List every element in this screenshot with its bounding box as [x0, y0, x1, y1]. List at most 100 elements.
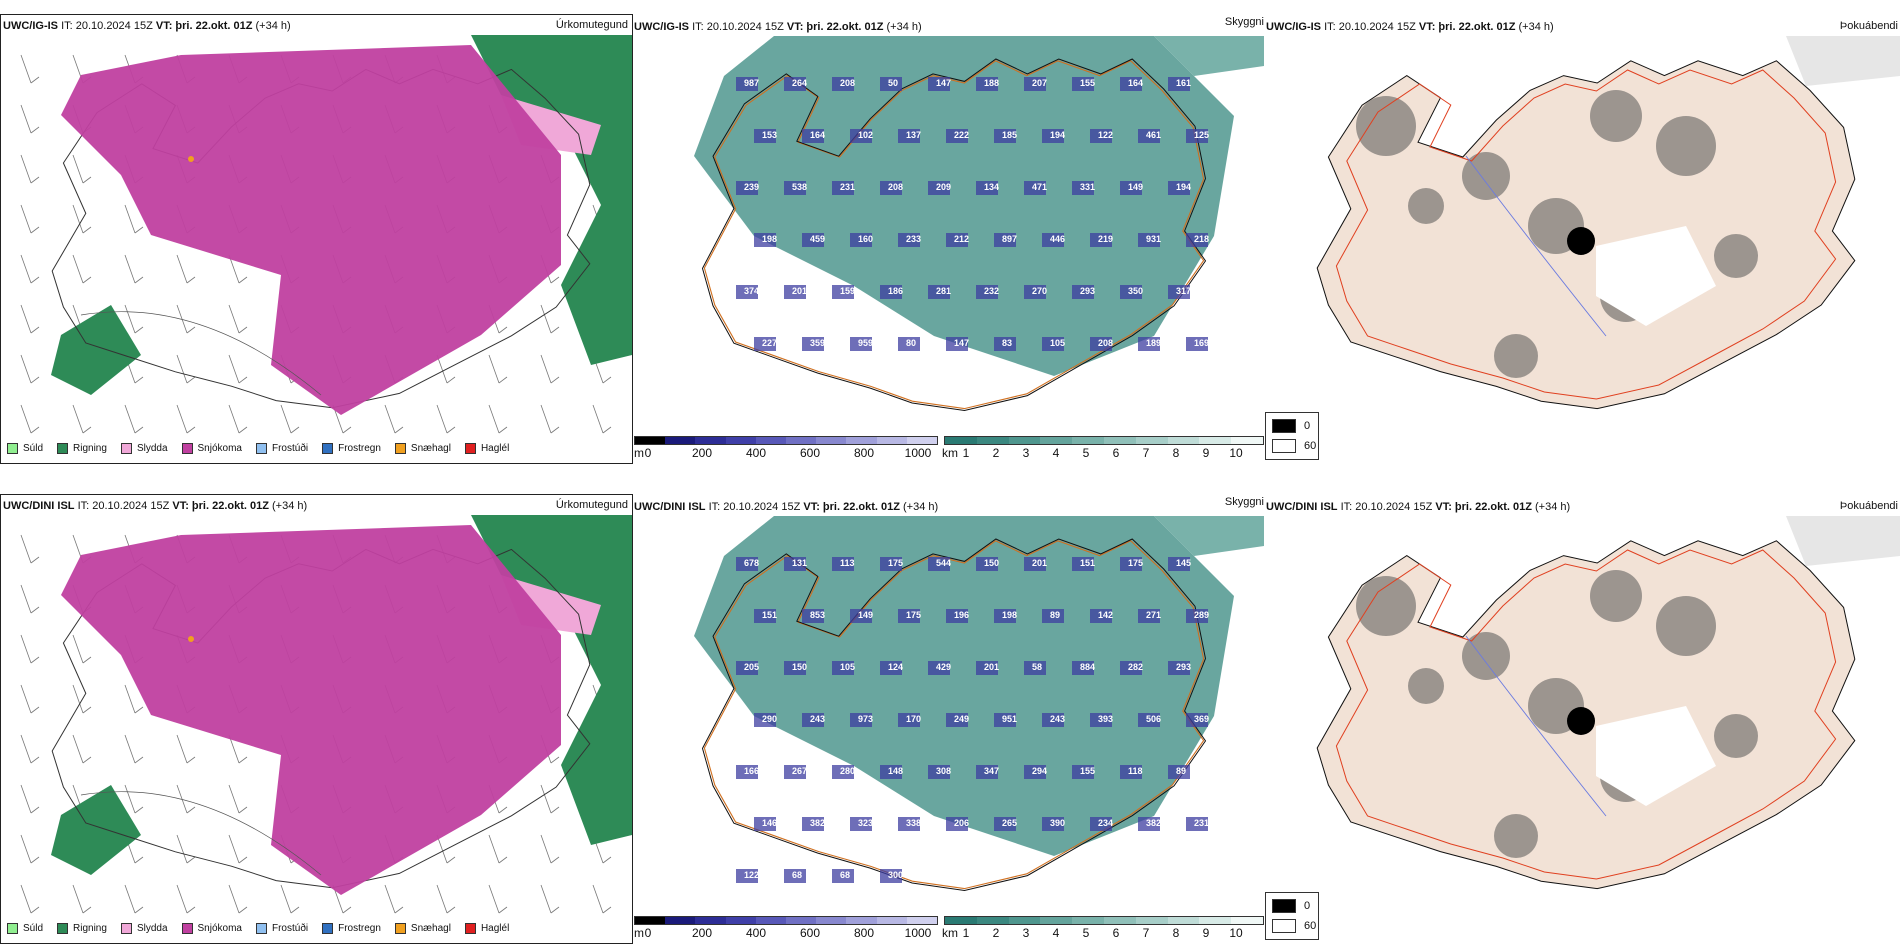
cloud-base-patch [1024, 285, 1046, 299]
model-name: UWC/IG-IS [634, 21, 689, 33]
cloud-base-label: 308 [936, 766, 951, 776]
wind-barb [20, 354, 32, 384]
row-1: UWC/IG-IS IT: 20.10.2024 15Z VT: þri. 22… [0, 0, 1900, 470]
fog-gradient-blob [1590, 90, 1642, 142]
colorbar-step [976, 917, 1009, 924]
colorbar-step [1167, 917, 1200, 924]
cloud-base-label: 134 [984, 182, 999, 192]
wind-barb-flag [134, 426, 144, 434]
valid-time: þri. 22.okt. 01Z [822, 501, 900, 513]
wind-barb [280, 404, 292, 434]
cloud-base-patch [784, 77, 806, 91]
wind-barb-flag [186, 326, 196, 334]
cloud-base-patch [1042, 233, 1064, 247]
wind-barb [72, 204, 84, 234]
fog-legend-label-60: 60 [1304, 440, 1317, 452]
visibility-tick-label: 10 [1229, 926, 1243, 940]
cloud-base-label: 461 [1146, 130, 1161, 140]
cloud-base-label: 89 [1050, 610, 1060, 620]
wind-barb-flag [30, 706, 40, 714]
wind-barb-flag [498, 326, 508, 334]
cloud-base-patch [898, 129, 920, 143]
cloud-base-patch [1042, 129, 1064, 143]
rain-area-sw [51, 785, 141, 875]
cloud-base-patch [736, 181, 758, 195]
wind-barb [20, 104, 32, 134]
wind-barb [20, 784, 32, 814]
cloud-base-patch [1024, 181, 1046, 195]
fog-gradient-blob [1356, 576, 1416, 636]
cloud-base-label: 209 [936, 182, 951, 192]
wind-barb [540, 834, 552, 864]
colorbar-step [635, 917, 666, 924]
cloud-base-patch [736, 765, 758, 779]
cloud-base-label: 198 [1002, 610, 1017, 620]
coastline [701, 58, 1207, 412]
cloud-base-label: 149 [858, 610, 873, 620]
cloud-base-patch [1120, 557, 1142, 571]
wind-barb-flag [82, 226, 92, 234]
cloud-base-label: 155 [1080, 78, 1095, 88]
lead-time: (+34 h) [886, 21, 922, 33]
cloud-base-label: 153 [762, 130, 777, 140]
colorbar-step [1135, 437, 1168, 444]
cloud-base-patch [994, 233, 1016, 247]
visibility-field-ne [1154, 516, 1264, 556]
valid-time-label: VT: [786, 21, 804, 33]
height-ticks: 0 200 400 600 800 1000 [645, 926, 938, 940]
precip-legend-label: Slydda [136, 443, 168, 454]
fog-index-map [1266, 36, 1900, 436]
visibility-tick-label: 2 [992, 926, 1000, 940]
wind-barb [124, 784, 136, 814]
height-tick-label: 400 [745, 446, 767, 460]
wind-barb-flag [290, 906, 300, 914]
wind-barb-flag [186, 426, 196, 434]
init-time: IT: 20.10.2024 15Z [1340, 501, 1433, 513]
height-tick-label: 600 [799, 926, 821, 940]
fog-legend-label-0: 0 [1304, 900, 1311, 912]
cloud-base-label: 234 [1098, 818, 1113, 828]
cloud-base-patch [880, 661, 902, 675]
wind-barb-flag [30, 556, 40, 564]
wind-barb [20, 884, 32, 914]
cloud-base-patch [880, 765, 902, 779]
wind-barb [176, 304, 188, 334]
cloud-base-label: 987 [744, 78, 759, 88]
cloud-base-label: 194 [1050, 130, 1065, 140]
valid-time-label: VT: [1435, 501, 1452, 513]
cloud-base-patch [850, 713, 872, 727]
cloud-base-label: 471 [1032, 182, 1047, 192]
lead-time: (+34 h) [1535, 501, 1571, 513]
wind-barb-flag [30, 906, 40, 914]
snow-pellet-point [188, 636, 194, 642]
precip-legend-label: Slydda [136, 923, 168, 934]
precip-legend-label: Frostregn [338, 443, 381, 454]
fog-high-index [1596, 706, 1716, 806]
cloud-base-patch [1072, 77, 1094, 91]
wind-barb-flag [30, 426, 40, 434]
cloud-base-map-panel: UWC/DINI ISL IT: 20.10.2024 15Z VT: þri.… [634, 494, 1264, 950]
precip-type-map [1, 35, 632, 435]
fog-index-map-panel: UWC/IG-IS IT: 20.10.2024 15Z VT: þri. 22… [1266, 14, 1900, 470]
wind-barb-flag [342, 426, 352, 434]
cloud-base-label: 267 [792, 766, 807, 776]
wind-barb [280, 884, 292, 914]
precip-legend-item: Snjókoma [181, 443, 242, 454]
wind-barb-flag [186, 906, 196, 914]
cloud-base-label: 973 [858, 714, 873, 724]
cloud-base-patch [1186, 233, 1208, 247]
cloud-base-label: 317 [1176, 286, 1191, 296]
cloud-base-patch [832, 285, 854, 299]
colorbar-step [846, 917, 877, 924]
cloud-base-label: 218 [1194, 234, 1209, 244]
wind-barb-flag [498, 806, 508, 814]
colorbar-step [1008, 917, 1041, 924]
cloud-base-patch [994, 129, 1016, 143]
colorbar-step [695, 437, 726, 444]
init-time: IT: 20.10.2024 15Z [61, 20, 153, 32]
wind-barb [72, 884, 84, 914]
wind-barb-flag [30, 856, 40, 864]
cloud-base-label: 201 [984, 662, 999, 672]
cloud-base-patch [946, 337, 968, 351]
cloud-base-patch [832, 557, 854, 571]
